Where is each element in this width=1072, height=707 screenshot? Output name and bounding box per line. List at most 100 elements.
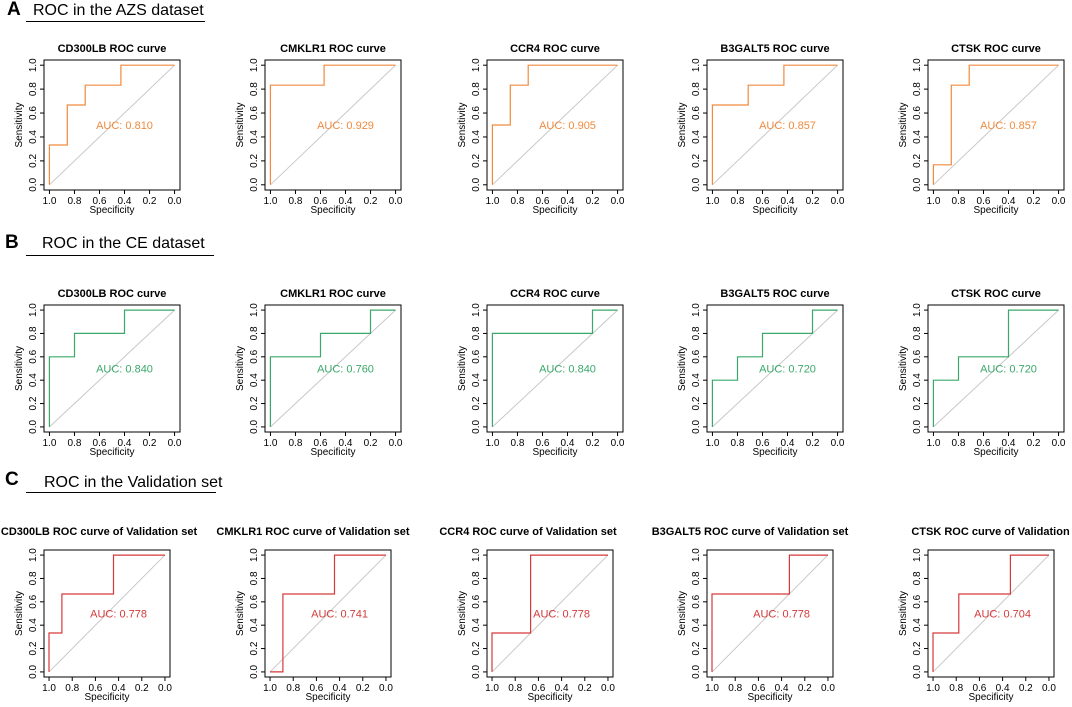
section-letter-b: B: [5, 232, 19, 253]
auc-label: AUC: 0.840: [539, 364, 596, 376]
y-tick-label: 0.0: [471, 177, 482, 191]
auc-label: AUC: 0.778: [90, 609, 147, 621]
roc-curve-line: [491, 64, 618, 185]
auc-label: AUC: 0.810: [96, 120, 153, 132]
y-tick-label: 0.0: [249, 420, 260, 434]
y-tick-label: 0.8: [471, 82, 482, 96]
x-tick-label: 1.0: [42, 683, 56, 694]
y-tick-label: 0.0: [912, 420, 923, 434]
y-tick-label: 0.8: [471, 326, 482, 340]
x-tick-label: 0.6: [93, 438, 107, 449]
x-tick-label: 1.0: [42, 438, 56, 449]
x-tick-label: 0.6: [756, 196, 770, 207]
x-tick-label: 1.0: [705, 196, 719, 207]
y-tick-label: 0.8: [28, 326, 39, 340]
x-tick-label: 0.6: [756, 438, 770, 449]
x-tick-label: 0.2: [586, 196, 600, 207]
plot-frame: [43, 59, 181, 191]
x-axis-label: Specificity: [747, 692, 792, 703]
y-tick-label: 0.0: [249, 665, 260, 679]
auc-label: AUC: 0.929: [317, 120, 374, 132]
reference-diagonal: [270, 64, 396, 186]
x-axis-label: Specificity: [89, 447, 134, 458]
x-tick-label: 0.8: [952, 196, 966, 207]
roc-curve-line: [932, 64, 1059, 185]
y-tick-label: 0.6: [28, 594, 39, 608]
y-tick-label: 1.0: [471, 58, 482, 72]
y-tick-label: 0.0: [691, 665, 702, 679]
plot-frame: [264, 59, 402, 191]
x-tick-label: 0.4: [339, 196, 353, 207]
reference-diagonal: [270, 309, 396, 428]
reference-diagonal: [491, 554, 609, 673]
y-tick-label: 0.2: [471, 641, 482, 655]
x-tick-label: 0.8: [949, 683, 963, 694]
x-tick-label: 0.0: [168, 438, 182, 449]
chart-title: CD300LB ROC curve: [58, 43, 167, 55]
chart-title: CD300LB ROC curve of Validation set: [1, 526, 198, 538]
section-rule-b: [26, 255, 214, 256]
y-tick-label: 1.0: [912, 548, 923, 562]
x-tick-label: 0.4: [555, 683, 569, 694]
y-tick-label: 0.2: [912, 153, 923, 167]
y-tick-label: 0.2: [28, 153, 39, 167]
roc-curve-line: [48, 554, 165, 672]
x-axis-label: Specificity: [84, 692, 129, 703]
reference-diagonal: [49, 309, 175, 428]
auc-label: AUC: 0.778: [753, 609, 810, 621]
x-tick-label: 0.6: [536, 438, 550, 449]
y-tick-label: 1.0: [912, 58, 923, 72]
x-tick-label: 0.8: [952, 438, 966, 449]
x-axis-label: Specificity: [532, 447, 577, 458]
reference-diagonal: [269, 554, 387, 673]
x-tick-label: 0.0: [611, 196, 625, 207]
y-tick-label: 1.0: [471, 303, 482, 317]
x-tick-label: 1.0: [263, 196, 277, 207]
auc-label: AUC: 0.720: [980, 364, 1037, 376]
y-tick-label: 0.4: [471, 373, 482, 387]
x-tick-label: 0.6: [309, 683, 323, 694]
section-rule-a: [26, 21, 205, 22]
x-tick-label: 0.8: [731, 196, 745, 207]
reference-diagonal: [933, 309, 1059, 428]
x-tick-label: 0.8: [731, 438, 745, 449]
roc-curve-line: [269, 309, 396, 427]
x-tick-label: 1.0: [485, 683, 499, 694]
x-tick-label: 0.0: [831, 196, 845, 207]
x-tick-label: 0.6: [531, 683, 545, 694]
y-tick-label: 0.2: [691, 396, 702, 410]
x-tick-label: 0.4: [561, 438, 575, 449]
y-tick-label: 0.2: [471, 396, 482, 410]
x-tick-label: 1.0: [263, 683, 277, 694]
y-tick-label: 1.0: [249, 548, 260, 562]
y-tick-label: 0.8: [249, 571, 260, 585]
x-tick-label: 0.2: [1027, 438, 1041, 449]
y-tick-label: 0.4: [28, 130, 39, 144]
y-tick-label: 1.0: [28, 58, 39, 72]
x-tick-label: 0.2: [806, 438, 820, 449]
y-tick-label: 0.4: [471, 130, 482, 144]
chart-title: B3GALT5 ROC curve of Validation set: [652, 526, 849, 538]
x-tick-label: 0.4: [781, 438, 795, 449]
x-axis-label: Specificity: [973, 205, 1018, 216]
chart-title: B3GALT5 ROC curve: [720, 43, 829, 55]
roc-curve-line: [491, 554, 608, 672]
chart-title: CMKLR1 ROC curve: [280, 43, 386, 55]
y-tick-label: 0.6: [249, 594, 260, 608]
plot-frame: [927, 549, 1055, 678]
reference-diagonal: [712, 64, 838, 186]
y-tick-label: 0.6: [691, 594, 702, 608]
reference-diagonal: [492, 64, 618, 186]
chart-title: CCR4 ROC curve of Validation set: [439, 526, 617, 538]
x-tick-label: 1.0: [42, 196, 56, 207]
y-tick-label: 0.6: [249, 106, 260, 120]
y-axis-label: Sensitivity: [677, 102, 688, 147]
x-axis-label: Specificity: [532, 205, 577, 216]
x-tick-label: 0.4: [339, 438, 353, 449]
